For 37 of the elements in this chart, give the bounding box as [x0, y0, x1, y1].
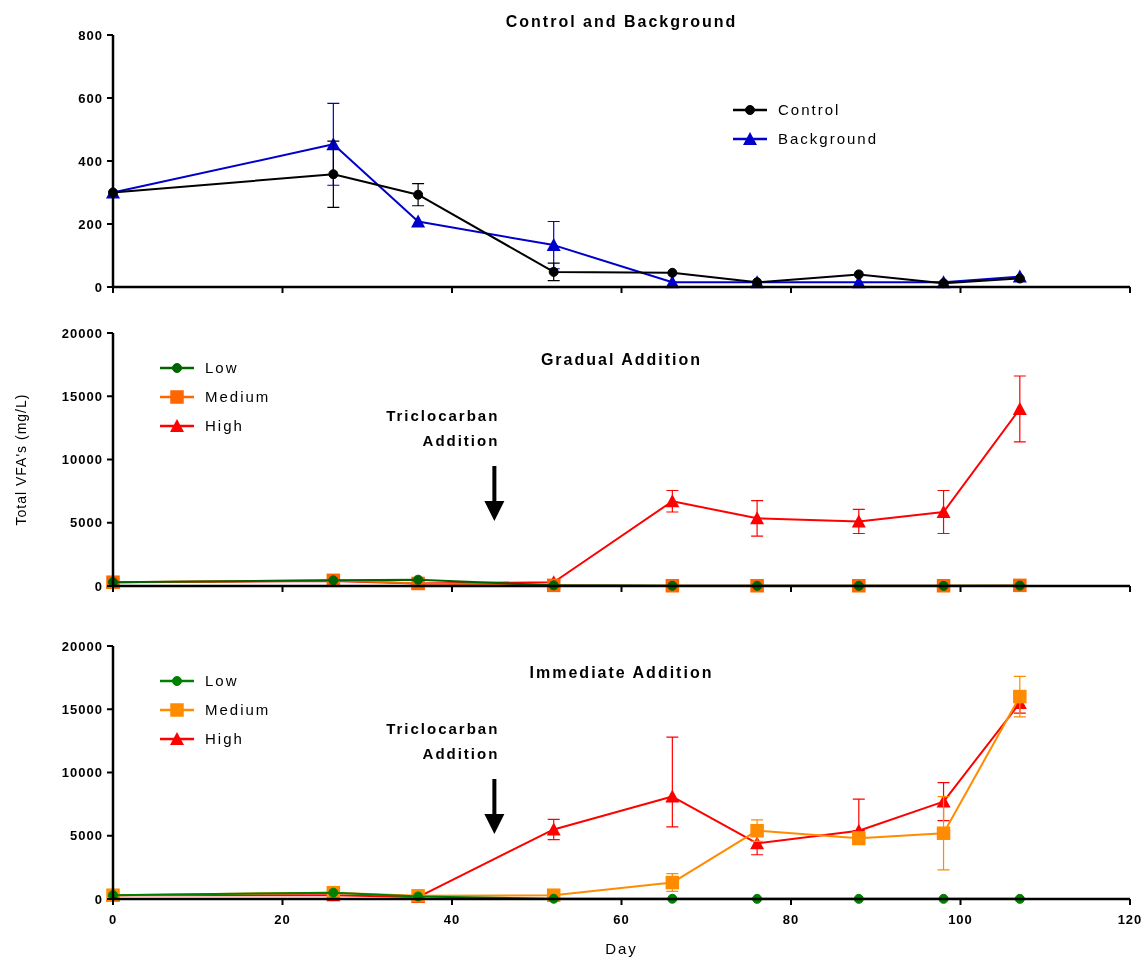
y-tick-label: 200 — [78, 216, 103, 232]
y-tick-label: 20000 — [61, 638, 103, 654]
y-tick-label: 20000 — [61, 325, 103, 341]
x-tick-label: 20 — [274, 912, 291, 927]
legend-label: Background — [778, 130, 879, 148]
legend-label: Medium — [205, 701, 271, 719]
y-axis-title: Total VFA's (mg/L) — [13, 393, 29, 526]
y-tick-label: 0 — [94, 578, 103, 594]
x-tick-label: 0 — [108, 912, 118, 927]
legend-label: High — [205, 417, 244, 435]
y-tick-label: 0 — [94, 279, 103, 295]
x-tick-label: 60 — [613, 912, 630, 927]
y-tick-label: 15000 — [61, 388, 103, 404]
legend-label: Control — [778, 101, 841, 119]
annotation: Triclocarban Addition — [386, 720, 500, 762]
y-tick-label: 0 — [94, 891, 103, 907]
y-tick-label: 10000 — [61, 765, 103, 781]
chart-title: Control and Background — [505, 13, 738, 30]
text: Immediate Addition — [529, 664, 714, 681]
x-tick-label: 120 — [1117, 912, 1143, 927]
x-axis-title: Day — [605, 940, 638, 957]
y-tick-label: 10000 — [61, 452, 103, 468]
x-tick-label: 100 — [948, 912, 973, 927]
legend-label: Medium — [205, 388, 271, 406]
x-tick-label: 40 — [443, 912, 461, 927]
legend-label: Low — [205, 359, 239, 377]
legend-label: Low — [205, 672, 239, 690]
annotation: Triclocarban Addition — [386, 407, 500, 449]
y-tick-label: 400 — [78, 153, 103, 169]
x-tick-label: 80 — [782, 912, 800, 927]
y-tick-label: 5000 — [70, 515, 103, 531]
y-tick-label: 600 — [78, 90, 103, 106]
y-tick-label: 5000 — [70, 828, 103, 844]
y-tick-label: 800 — [78, 27, 103, 43]
legend-label: High — [205, 730, 244, 748]
text: Gradual Addition — [540, 351, 703, 368]
y-tick-label: 15000 — [61, 701, 103, 717]
